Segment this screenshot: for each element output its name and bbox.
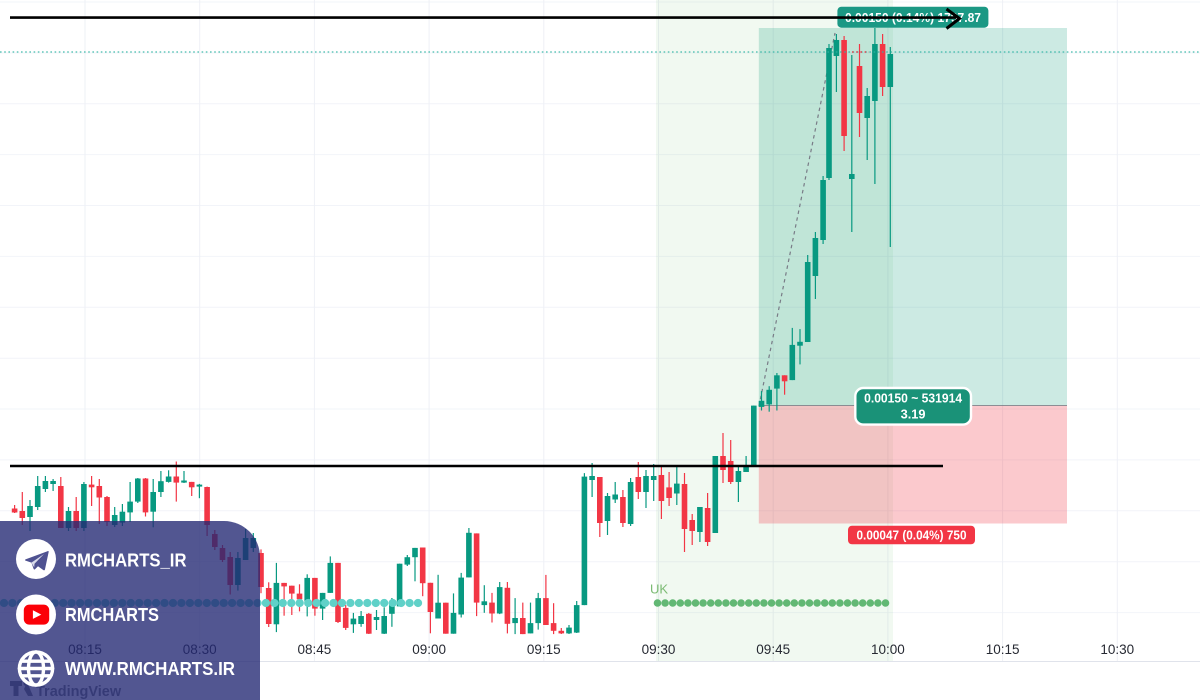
svg-text:UK: UK: [650, 582, 668, 597]
svg-text:09:30: 09:30: [642, 642, 676, 657]
svg-text:09:00: 09:00: [412, 642, 446, 657]
svg-text:0.00047 (0.04%) 750: 0.00047 (0.04%) 750: [857, 528, 967, 543]
svg-text:3.19: 3.19: [901, 407, 926, 422]
svg-text:10:30: 10:30: [1100, 642, 1134, 657]
svg-text:09:15: 09:15: [527, 642, 561, 657]
svg-text:WWW.RMCHARTS.IR: WWW.RMCHARTS.IR: [65, 658, 235, 679]
svg-text:RMCHARTS: RMCHARTS: [65, 604, 159, 625]
svg-text:RMCHARTS_IR: RMCHARTS_IR: [65, 550, 187, 571]
svg-text:09:45: 09:45: [756, 642, 790, 657]
svg-text:08:45: 08:45: [298, 642, 332, 657]
svg-text:10:15: 10:15: [986, 642, 1020, 657]
svg-text:10:00: 10:00: [871, 642, 905, 657]
svg-text:0.00150 ~ 531914: 0.00150 ~ 531914: [864, 391, 963, 406]
